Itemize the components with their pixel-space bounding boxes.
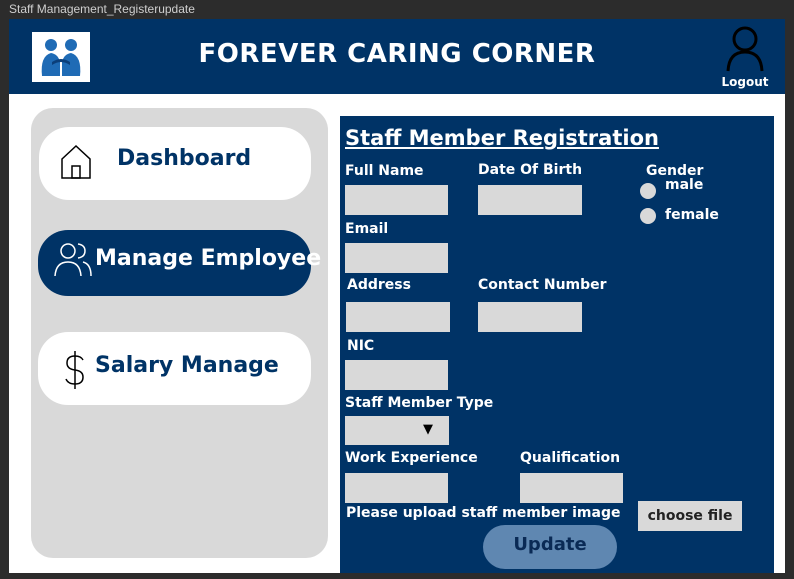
email-label: Email <box>345 221 389 237</box>
staff-type-label: Staff Member Type <box>345 395 494 411</box>
gender-female-label: female <box>665 207 719 223</box>
caring-logo-icon <box>41 39 81 76</box>
gender-male-label: male <box>665 177 704 193</box>
user-icon <box>726 26 764 72</box>
users-icon <box>54 243 92 277</box>
sidebar-item-dashboard[interactable]: Dashboard <box>39 127 311 200</box>
sidebar-item-label: Dashboard <box>117 146 252 171</box>
logout-label: Logout <box>721 75 769 89</box>
choose-file-button[interactable]: choose file <box>638 501 742 531</box>
logo <box>32 32 90 82</box>
upload-label: Please upload staff member image <box>346 505 621 521</box>
form-title: Staff Member Registration <box>345 126 659 150</box>
sidebar-item-label: Manage Employee <box>95 246 322 271</box>
dob-label: Date Of Birth <box>478 162 583 178</box>
header-bar: FOREVER CARING CORNER Logout <box>9 19 785 94</box>
update-button[interactable]: Update <box>483 525 617 569</box>
app-title: FOREVER CARING CORNER <box>198 39 596 69</box>
app-window: FOREVER CARING CORNER Logout Dashboard <box>9 19 785 573</box>
full-name-input[interactable] <box>345 185 448 215</box>
sidebar-item-label: Salary Manage <box>95 353 279 378</box>
dollar-icon <box>65 351 84 389</box>
nic-label: NIC <box>347 338 375 354</box>
window-title: Staff Management_Registerupdate <box>9 2 195 16</box>
qualification-label: Qualification <box>520 450 621 466</box>
nic-input[interactable] <box>345 360 448 390</box>
sidebar-item-manage-employee[interactable]: Manage Employee <box>38 230 321 296</box>
email-input[interactable] <box>345 243 448 273</box>
full-name-label: Full Name <box>345 163 424 179</box>
registration-form: Staff Member Registration Full Name Date… <box>340 116 774 573</box>
gender-label: Gender <box>646 163 704 179</box>
address-input[interactable] <box>346 302 450 332</box>
work-experience-input[interactable] <box>345 473 448 503</box>
home-icon <box>61 144 91 179</box>
address-label: Address <box>347 277 411 293</box>
chevron-down-icon: ▼ <box>423 422 433 437</box>
sidebar: Dashboard Manage Employee Salary Manage <box>31 108 328 558</box>
contact-number-label: Contact Number <box>478 277 607 293</box>
sidebar-item-salary-manage[interactable]: Salary Manage <box>38 332 311 405</box>
logout-button[interactable]: Logout <box>719 25 771 91</box>
gender-female-radio[interactable] <box>640 208 656 224</box>
gender-male-radio[interactable] <box>640 183 656 199</box>
staff-type-select[interactable]: ▼ <box>345 416 449 445</box>
work-experience-label: Work Experience <box>345 450 478 466</box>
qualification-input[interactable] <box>520 473 623 503</box>
dob-input[interactable] <box>478 185 582 215</box>
contact-number-input[interactable] <box>478 302 582 332</box>
